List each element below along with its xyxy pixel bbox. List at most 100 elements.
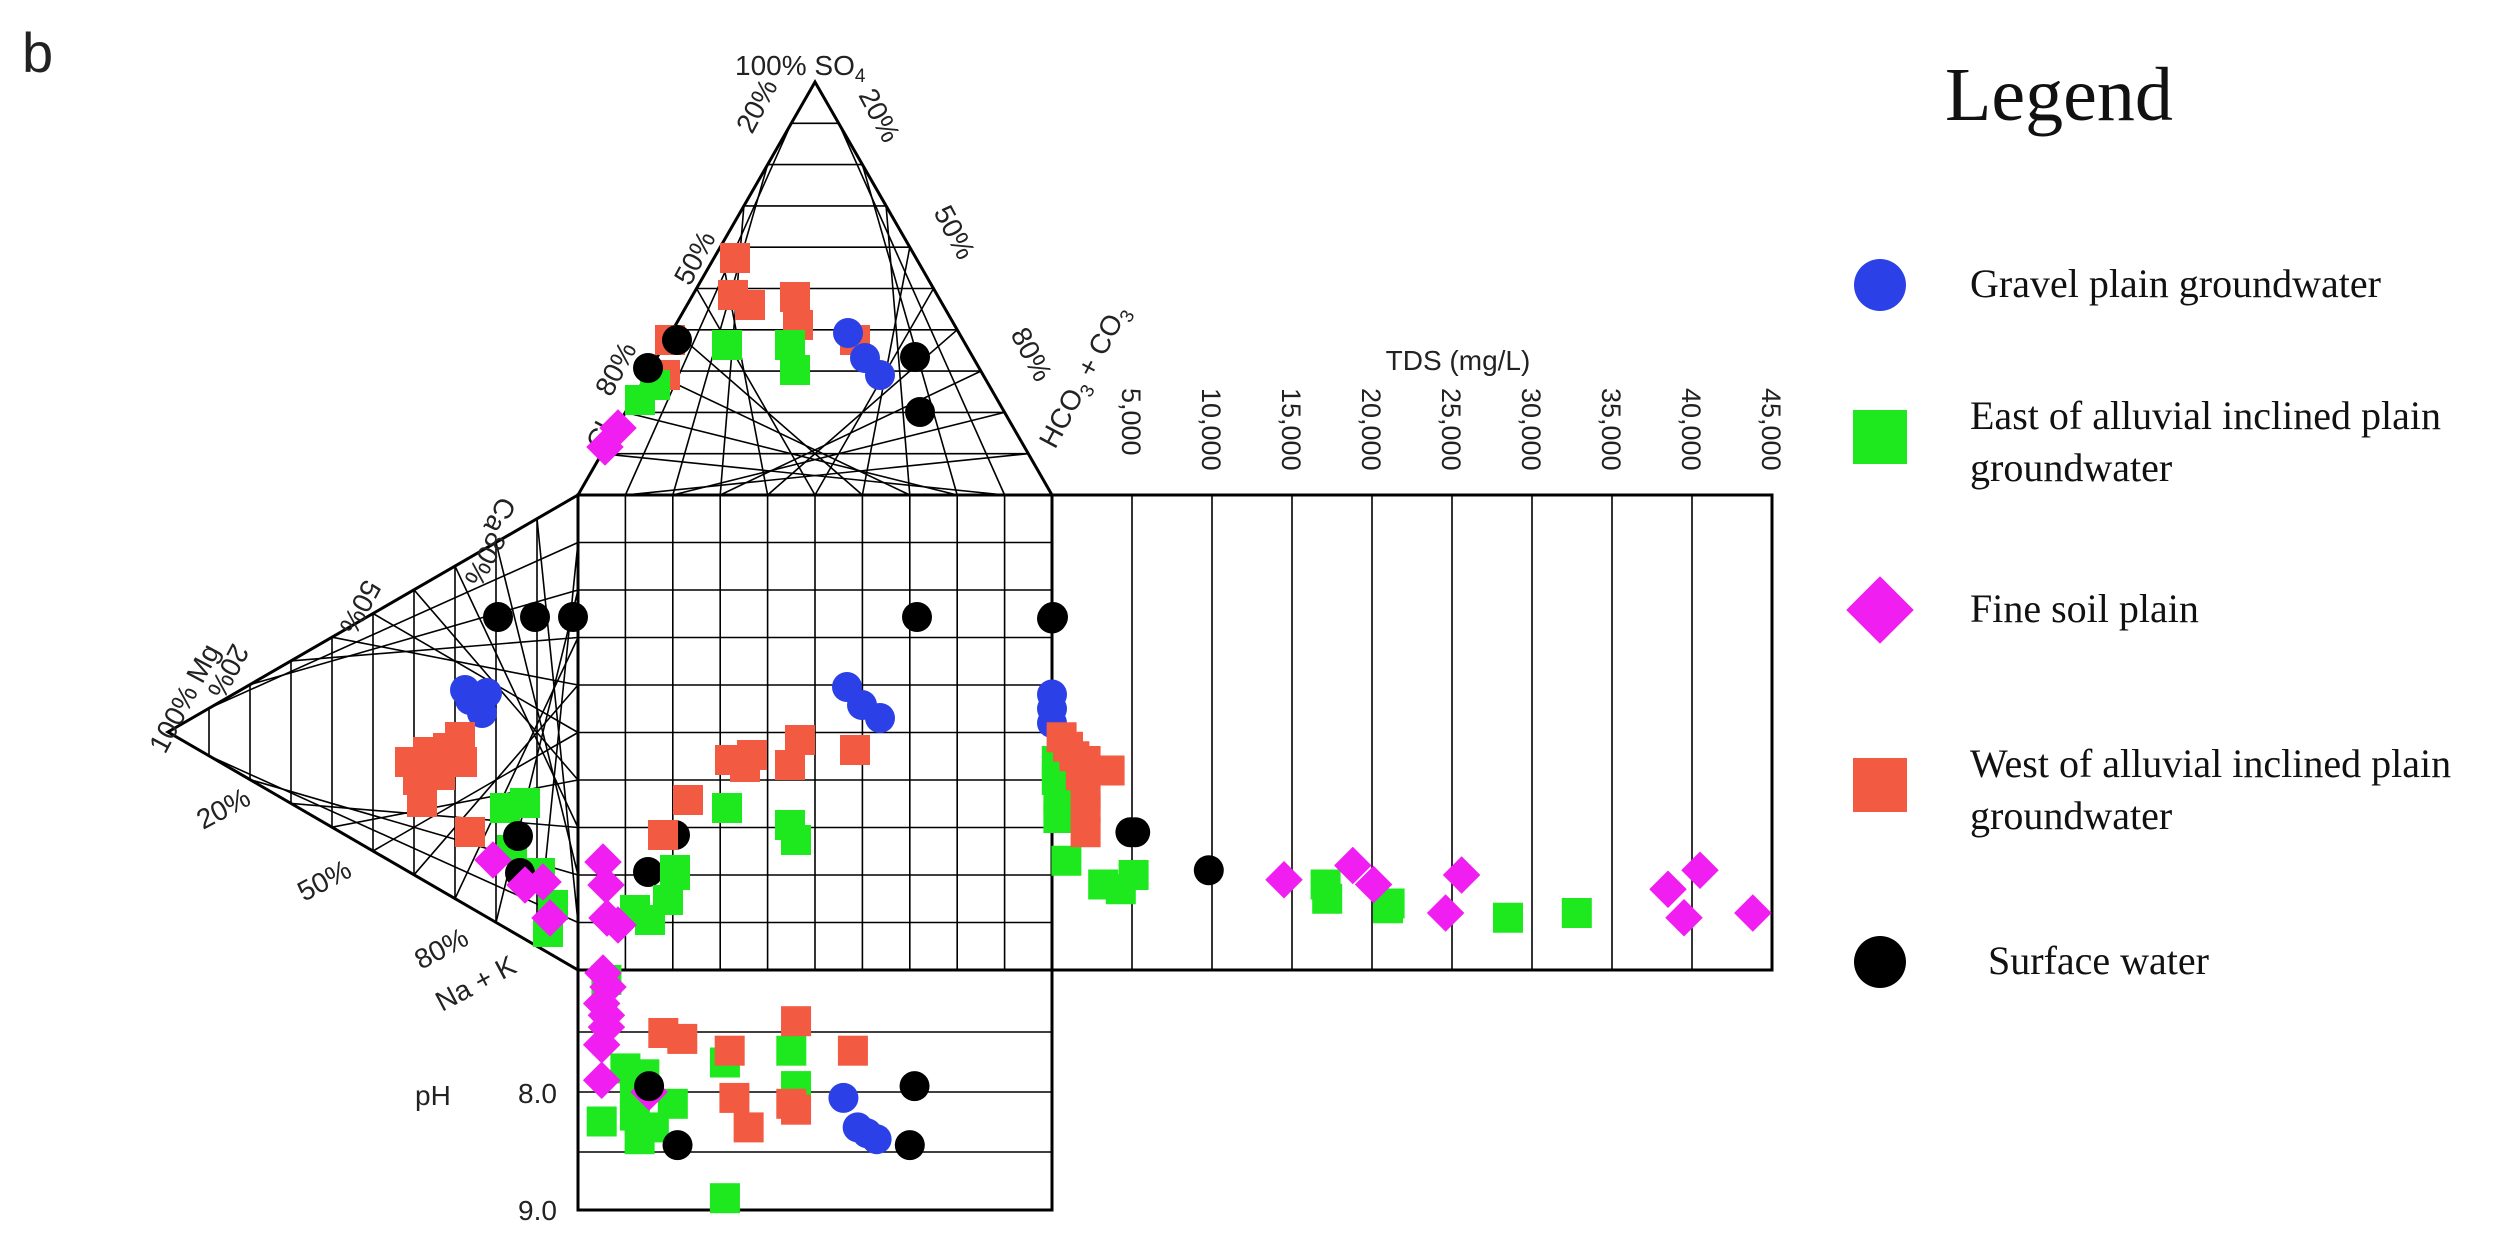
ph-sample-point	[861, 1124, 892, 1155]
tds-sample-point	[1493, 902, 1523, 933]
so4-50-right-label: 50%	[928, 200, 982, 264]
legend-item: Fine soil plain	[1846, 576, 2199, 644]
ph-sample-point	[733, 1112, 764, 1143]
ph-sample-point	[709, 1183, 740, 1214]
grid-line	[536, 518, 579, 923]
diagram-sample-point	[905, 397, 935, 427]
tds-sample-point	[1665, 899, 1703, 937]
tds-tick-label: 10,000	[1196, 388, 1226, 471]
sample-markers	[395, 243, 1772, 1214]
legend-marker	[1853, 758, 1907, 812]
tds-sample-point	[1561, 898, 1592, 928]
so4-80-right-label: 80%	[1005, 322, 1059, 386]
diagram-sample-point	[520, 602, 550, 632]
tds-sample-point	[1681, 851, 1719, 889]
diagram-sample-point	[712, 330, 742, 360]
legend-label: Fine soil plain	[1970, 586, 2199, 631]
diagram-sample-point	[587, 866, 625, 904]
ph-sample-point	[714, 1035, 745, 1066]
ph-sample-point	[586, 1106, 617, 1137]
legend-label: groundwater	[1970, 445, 2172, 490]
legend-marker	[1854, 259, 1906, 311]
diagram-sample-point	[586, 428, 624, 466]
ph-title: pH	[415, 1080, 451, 1111]
tds-sample-point	[1043, 803, 1074, 833]
tds-sample-point	[1649, 870, 1687, 908]
diagram-sample-point	[900, 342, 930, 372]
tds-sample-point	[1265, 861, 1303, 899]
legend-label: Surface water	[1988, 938, 2209, 983]
tds-tick-label: 30,000	[1516, 388, 1546, 471]
diagram-sample-point	[648, 820, 678, 850]
legend-title: Legend	[1945, 53, 2173, 137]
grid-line	[861, 164, 958, 496]
tds-sample-point	[1334, 846, 1372, 885]
anion-triangle-grid	[575, 78, 1055, 497]
tds-sample-point	[1118, 860, 1149, 890]
tds-tick-label: 45,000	[1756, 388, 1786, 471]
diagram-sample-point	[781, 825, 811, 855]
grid-line	[454, 565, 579, 828]
diagram-sample-point	[780, 355, 810, 385]
grid-line	[814, 288, 935, 496]
grid-line	[695, 288, 816, 496]
ph-sample-point	[837, 1035, 868, 1066]
ph-sample-point	[582, 1026, 621, 1064]
grid-line	[625, 411, 958, 496]
grid-line	[331, 779, 579, 828]
legend-item: West of alluvial inclined plain groundwat…	[1853, 741, 2451, 838]
tds-tick-label: 15,000	[1276, 388, 1306, 471]
ph-sample-point	[828, 1082, 859, 1113]
so4-apex-label: 100% SO4	[735, 50, 866, 87]
grid-line	[372, 731, 579, 852]
tds-sample-point	[1734, 894, 1772, 932]
diagram-sample-point	[662, 325, 692, 355]
grid-line	[885, 205, 911, 496]
ph-sample-point	[667, 1023, 698, 1054]
grid-line	[495, 542, 579, 876]
diagram-sample-point	[673, 785, 703, 815]
legend-item: Gravel plain groundwater	[1854, 259, 2381, 311]
diagram-sample-point	[865, 703, 895, 733]
ph-sample-point	[662, 1130, 693, 1161]
legend-label: East of alluvial inclined plain	[1970, 393, 2441, 438]
diagram-sample-point	[472, 678, 502, 708]
grid-line	[372, 612, 579, 734]
diagram-sample-point	[589, 968, 627, 1006]
ph-tick-8: 8.0	[518, 1078, 557, 1109]
tds-tick-label: 20,000	[1356, 388, 1386, 471]
mg-20-label: 20%	[191, 782, 255, 836]
diagram-sample-point	[510, 788, 540, 818]
diagram-sample-point	[735, 290, 765, 320]
tds-sample-point	[1120, 817, 1151, 848]
mg-80-label: 80%	[409, 922, 473, 976]
ph-outline	[576, 968, 1054, 1212]
tds-tick-labels: 5,000 10,000 15,000 20,000 25,000 30,000 35,00…	[1116, 388, 1786, 471]
ph-sample-point	[781, 1094, 812, 1125]
grid-line	[601, 452, 1005, 496]
tds-sample-point	[1354, 865, 1393, 904]
diagram-sample-point	[737, 740, 767, 770]
diagram-sample-point	[633, 353, 663, 383]
diagram-sample-point	[840, 735, 870, 765]
cation-triangle-grid	[165, 492, 580, 973]
ph-sample-point	[719, 1082, 750, 1113]
diagram-sample-point	[712, 793, 742, 823]
tds-title: TDS (mg/L)	[1386, 345, 1531, 376]
legend-marker	[1853, 410, 1907, 464]
ph-sample-point	[582, 1061, 621, 1099]
legend-label: Gravel plain groundwater	[1970, 261, 2381, 306]
legend-label: West of alluvial inclined plain	[1970, 741, 2451, 786]
tds-sample-point	[1193, 855, 1224, 886]
diagram-sample-point	[531, 899, 569, 937]
legend-item: Surface water	[1854, 936, 2209, 988]
diagram-sample-point	[474, 841, 512, 879]
tds-tick-label: 40,000	[1676, 388, 1706, 471]
ph-sample-point	[776, 1035, 807, 1066]
ph-tick-9: 9.0	[518, 1195, 557, 1226]
legend-marker	[1854, 936, 1906, 988]
diagram-sample-point	[720, 243, 750, 273]
tds-sample-point	[1312, 883, 1343, 914]
